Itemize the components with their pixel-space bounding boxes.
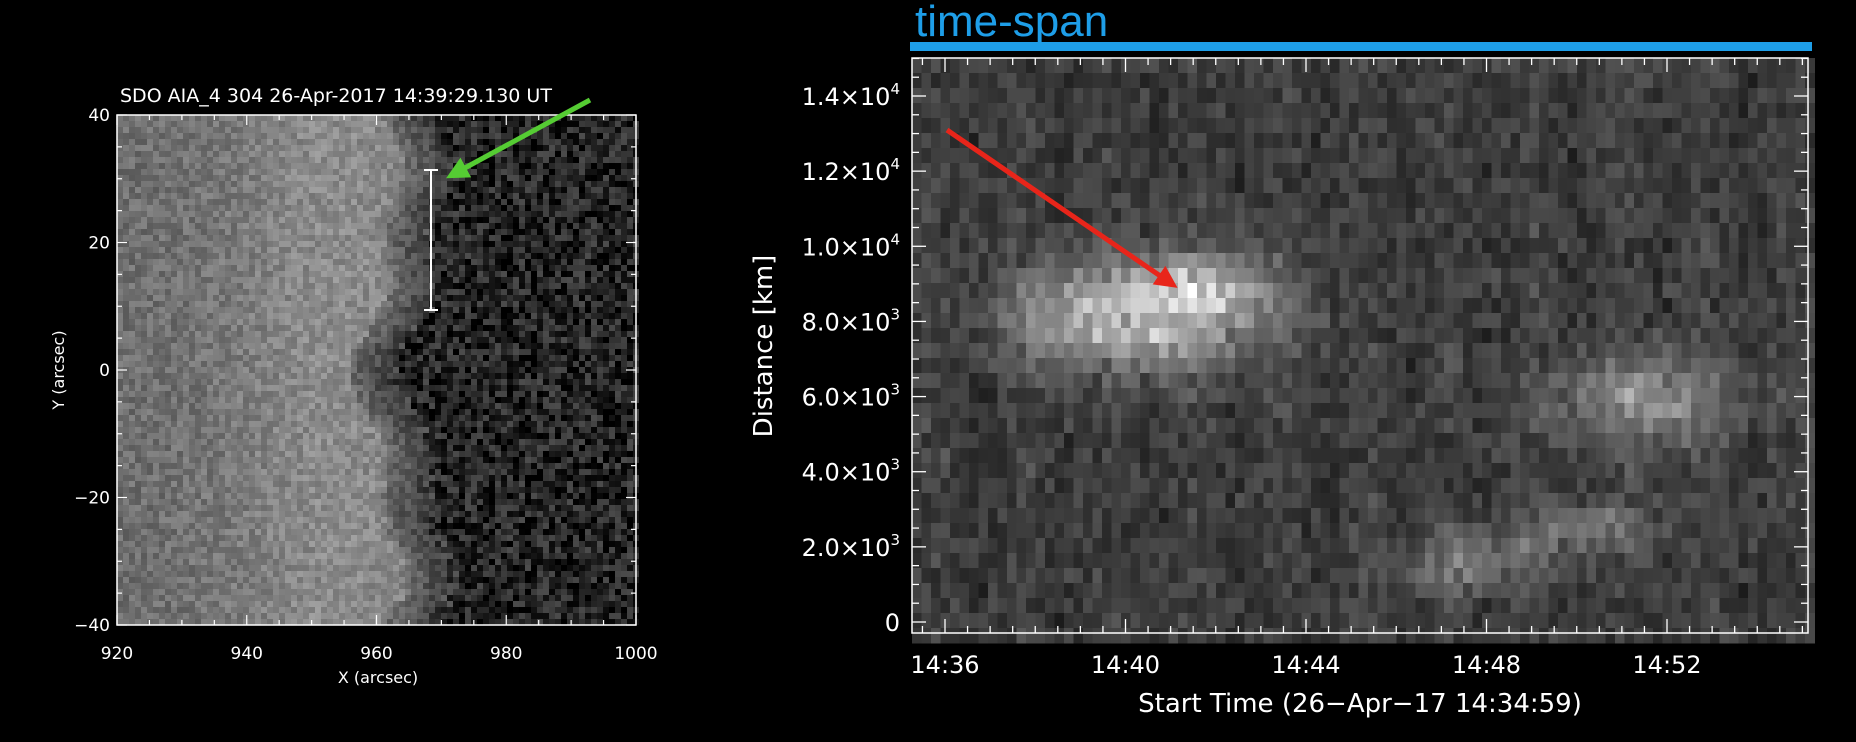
left-x-tick-label: 940 — [231, 644, 263, 664]
right-plot-frame — [911, 57, 1809, 634]
left-panel-title: SDO AIA_4 304 26-Apr-2017 14:39:29.130 U… — [120, 85, 552, 107]
slit-marker — [424, 169, 438, 311]
left-y-tick-label: 0 — [99, 361, 110, 381]
right-y-tick-labels: 0 2.0×103 4.0×103 6.0×103 8.0×103 1.0×104 1.2×… — [802, 80, 900, 637]
left-x-tick-label: 920 — [101, 644, 133, 664]
green-arrow — [446, 97, 592, 179]
left-y-tick-label: 40 — [88, 106, 110, 126]
left-y-axis-label: Y (arcsec) — [49, 330, 68, 410]
right-x-tick-label: 14:40 — [1091, 651, 1160, 679]
left-y-tick-label: −20 — [74, 489, 110, 509]
right-x-tick-label: 14:48 — [1452, 651, 1521, 679]
right-y-tick-label: 0 — [885, 609, 900, 637]
right-x-tick-labels: 14:36 14:40 14:44 14:48 14:52 — [910, 651, 1701, 679]
right-x-tick-label: 14:44 — [1271, 651, 1340, 679]
right-y-tick-label: 8.0×103 — [802, 305, 900, 336]
right-y-tick-label: 2.0×103 — [802, 531, 900, 562]
left-x-tick-label: 980 — [490, 644, 522, 664]
right-x-tick-label: 14:36 — [910, 651, 979, 679]
left-x-axis-label: X (arcsec) — [338, 668, 418, 687]
left-y-tick-label: −40 — [74, 616, 110, 636]
right-tick-marks — [912, 57, 1808, 633]
left-y-tick-labels: 40 20 0 −20 −40 — [74, 106, 110, 636]
left-tick-marks — [116, 114, 637, 626]
left-x-tick-labels: 920 940 960 980 1000 — [101, 644, 658, 664]
right-y-tick-label: 1.2×104 — [802, 155, 900, 186]
left-image-panel: SDO AIA_4 304 26-Apr-2017 14:39:29.130 U… — [49, 85, 658, 687]
left-x-tick-label: 1000 — [614, 644, 657, 664]
right-y-tick-label: 1.0×104 — [802, 230, 900, 261]
time-span-bar — [910, 42, 1812, 51]
right-y-axis-label: Distance [km] — [749, 255, 779, 438]
red-arrow — [945, 127, 1178, 288]
right-x-axis-label: Start Time (26−Apr−17 14:34:59) — [1138, 689, 1582, 719]
time-distance-panel: time-span 14:36 14:40 14:44 14:48 14:52 0 2.0… — [749, 0, 1815, 719]
right-y-tick-label: 4.0×103 — [802, 456, 900, 487]
left-y-tick-label: 20 — [88, 234, 110, 254]
right-y-tick-label: 1.4×104 — [802, 80, 900, 111]
right-x-tick-label: 14:52 — [1632, 651, 1701, 679]
time-span-label: time-span — [915, 0, 1108, 46]
right-y-tick-label: 6.0×103 — [802, 381, 900, 412]
time-distance-image — [912, 58, 1815, 644]
left-x-tick-label: 960 — [360, 644, 392, 664]
solar-image — [117, 115, 639, 625]
